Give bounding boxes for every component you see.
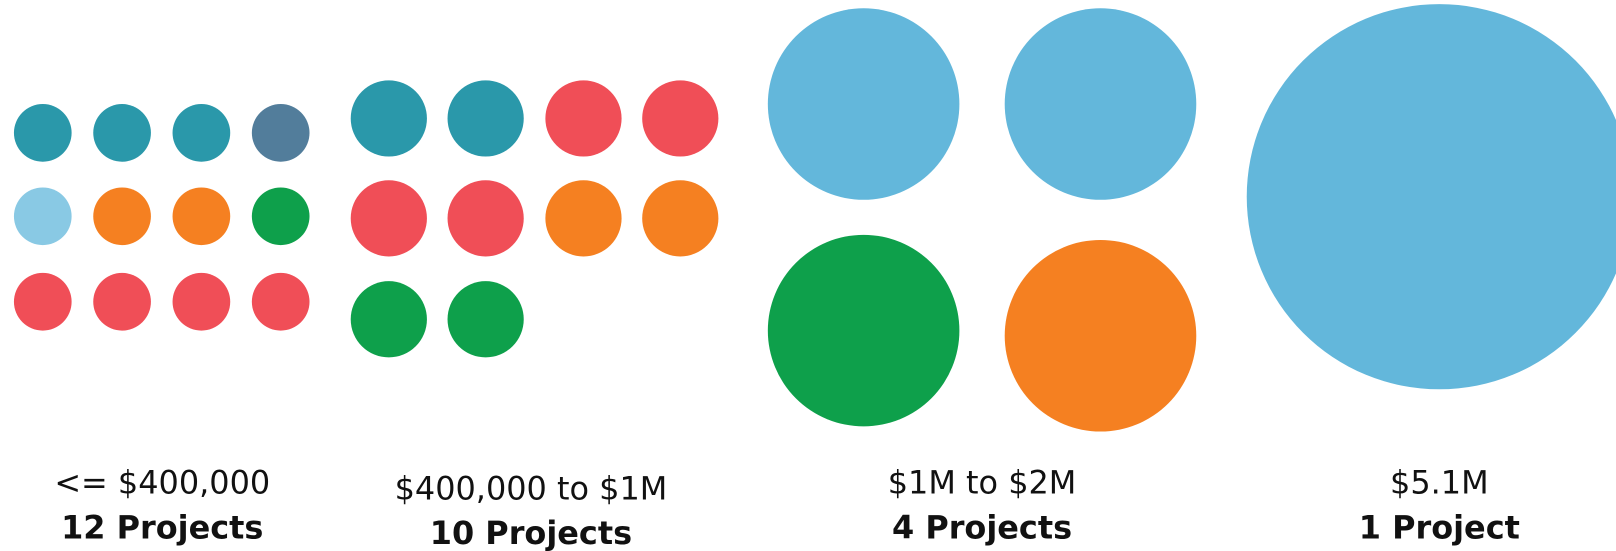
bubble-group: <= $400,000 12 Projects [13,104,310,547]
group-count: 1 Project [1359,509,1520,547]
project-bubble [93,272,151,331]
project-bubble [172,187,231,246]
project-bubble [93,104,151,162]
group-label: $1M to $2M [888,463,1077,501]
project-bubble [1004,239,1197,432]
project-bubble [350,180,427,257]
project-bubble [251,187,310,246]
group-label: $400,000 to $1M [395,470,668,508]
project-bubble [447,281,524,358]
bubble-group: $1M to $2M 4 Projects [767,8,1197,547]
project-bubble [1246,4,1616,390]
bubble-group: $400,000 to $1M 10 Projects [350,80,719,551]
project-bubble [447,80,524,157]
project-bubble [545,180,622,257]
group-count: 10 Projects [430,514,632,551]
group-count: 4 Projects [892,509,1072,547]
group-count: 12 Projects [61,509,263,547]
project-bubble [93,187,151,246]
project-bubble [545,80,622,157]
group-label: $5.1M [1390,463,1489,501]
project-bubble [13,272,72,331]
project-bubble [767,234,960,427]
project-bubble [251,104,310,162]
project-bubble [642,80,719,157]
bubble-group: $5.1M 1 Project [1246,4,1616,547]
project-bubble [350,281,427,358]
group-label: <= $400,000 [54,463,270,501]
project-bubble [251,272,310,331]
project-bubble [13,104,72,162]
project-bubble [767,8,960,200]
project-bubble [172,272,231,331]
project-bubble [350,80,427,157]
project-bubble [642,180,719,257]
project-bubble [13,187,72,246]
project-bubble [172,104,231,162]
project-bubble [447,180,524,257]
project-bubble [1004,8,1197,200]
